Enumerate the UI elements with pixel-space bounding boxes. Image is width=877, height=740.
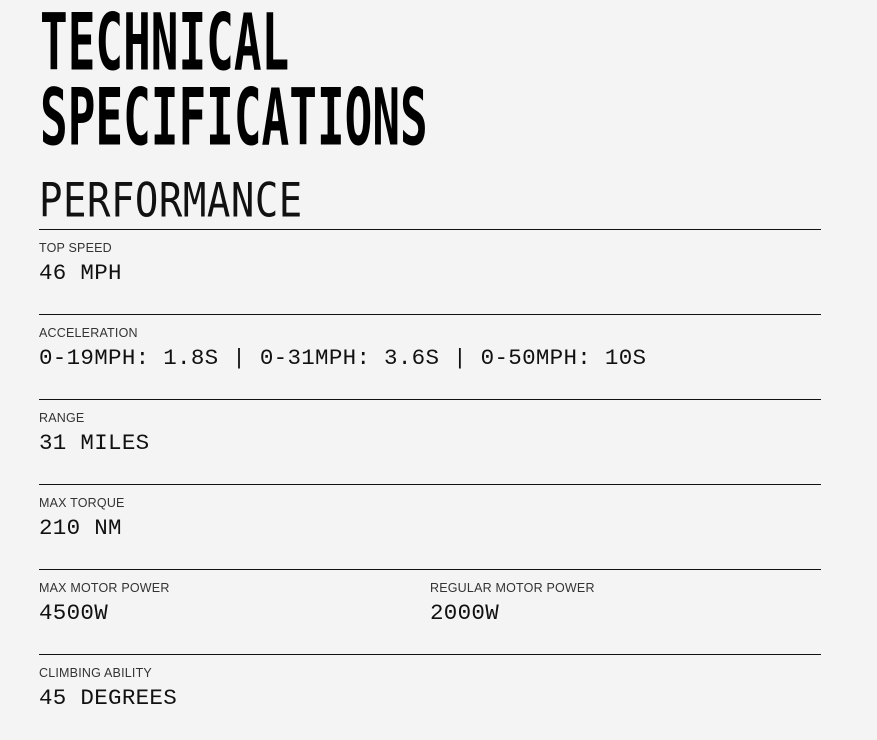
- spec-value: 4500W: [39, 600, 109, 626]
- spec-row: CLIMBING ABILITY 45 DEGREES: [39, 654, 821, 740]
- spec-row: MAX MOTOR POWER 4500W REGULAR MOTOR POWER 2…: [39, 569, 821, 655]
- spec-row: MAX TORQUE 210 NM: [39, 484, 821, 570]
- spec-value: 0-19MPH: 1.8S | 0-31MPH: 3.6S | 0-50MPH:…: [39, 345, 647, 371]
- spec-value: 2000W: [430, 600, 500, 626]
- spec-row: ACCELERATION 0-19MPH: 1.8S | 0-31MPH: 3.6…: [39, 314, 821, 400]
- page-title-line-1: TECHNICAL: [40, 0, 290, 89]
- spec-label: RANGE: [39, 411, 85, 425]
- spec-label: REGULAR MOTOR POWER: [430, 581, 595, 595]
- page-title-line-2: SPECIFICATIONS: [40, 71, 428, 163]
- spec-value: 210 NM: [39, 515, 122, 541]
- section-heading: PERFORMANCE: [39, 174, 303, 229]
- spec-value: 46 MPH: [39, 260, 122, 286]
- spec-label: TOP SPEED: [39, 241, 112, 255]
- spec-label: MAX TORQUE: [39, 496, 125, 510]
- spec-label: CLIMBING ABILITY: [39, 666, 152, 680]
- spec-value: 45 DEGREES: [39, 685, 178, 711]
- spec-label: ACCELERATION: [39, 326, 138, 340]
- spec-value: 31 MILES: [39, 430, 150, 456]
- spec-label: MAX MOTOR POWER: [39, 581, 170, 595]
- spec-row: TOP SPEED 46 MPH: [39, 229, 821, 315]
- spec-row: RANGE 31 MILES: [39, 399, 821, 485]
